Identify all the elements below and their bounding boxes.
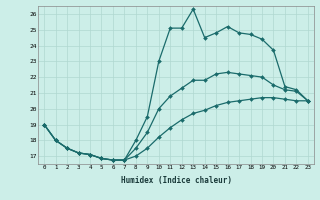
X-axis label: Humidex (Indice chaleur): Humidex (Indice chaleur) (121, 176, 231, 185)
